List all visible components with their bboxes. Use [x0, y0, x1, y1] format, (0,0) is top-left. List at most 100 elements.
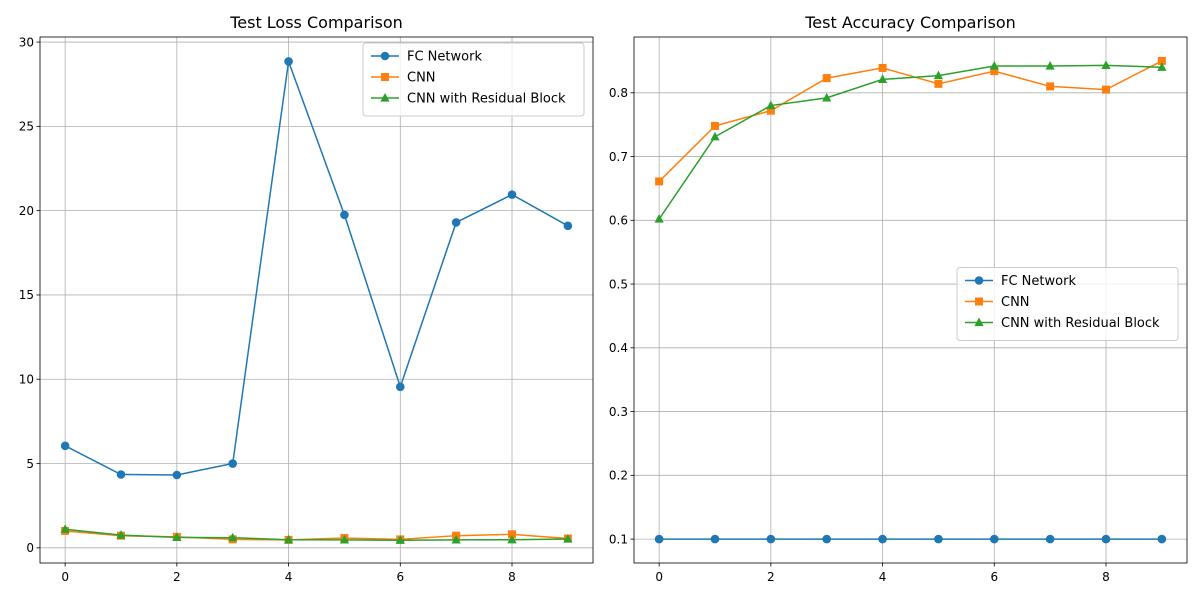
accuracy-data-point: [878, 63, 887, 72]
accuracy-data-point: [989, 61, 999, 70]
loss-x-axis: 0 2 4 6 8: [61, 563, 516, 584]
loss-data-point: [284, 57, 293, 66]
loss-data-point: [395, 535, 405, 544]
accuracy-data-point: [655, 177, 664, 186]
accuracy-data-point: [878, 534, 887, 544]
accuracy-legend-label: FC Network: [1001, 274, 1076, 289]
loss-x-tick-label: 6: [396, 570, 404, 584]
accuracy-data-point: [1045, 534, 1055, 544]
accuracy-legend-item: FC Network: [965, 274, 1076, 289]
accuracy-data-point: [933, 70, 944, 80]
loss-data-point: [172, 470, 182, 480]
loss-grid: [40, 37, 593, 563]
accuracy-y-tick-label: 0.3: [609, 405, 628, 419]
accuracy-y-axis: 0.1 0.2 0.3 0.4 0.5 0.6 0.7 0.8: [609, 86, 634, 546]
accuracy-data-point: [822, 92, 832, 102]
loss-data-point: [228, 532, 238, 542]
loss-data-point: [507, 534, 517, 544]
accuracy-data-point: [1157, 62, 1167, 71]
loss-data-point: [116, 470, 126, 479]
accuracy-data-point: [710, 534, 720, 544]
loss-legend-marker: [380, 93, 390, 102]
accuracy-data-point: [766, 106, 775, 115]
accuracy-y-tick-label: 0.6: [609, 214, 628, 228]
loss-data-point: [60, 441, 70, 451]
accuracy-data-point: [1101, 534, 1111, 544]
loss-x-tick-label: 0: [61, 570, 69, 584]
accuracy-data-point: [822, 534, 832, 544]
loss-y-tick-label: 5: [26, 457, 34, 471]
accuracy-y-tick-label: 0.1: [609, 532, 628, 546]
accuracy-series-1: [654, 534, 1167, 544]
accuracy-y-tick-label: 0.8: [609, 86, 628, 100]
accuracy-axes-frame: [633, 36, 1188, 564]
loss-data-point: [563, 221, 573, 231]
loss-data-point: [172, 532, 182, 541]
loss-axes-frame: [39, 36, 594, 564]
loss-y-tick-label: 30: [19, 35, 34, 49]
loss-legend: FC Network CNN CNN with Residual Block: [362, 42, 585, 117]
accuracy-legend-item: CNN with Residual Block: [965, 316, 1160, 331]
accuracy-data-point: [1102, 85, 1111, 94]
loss-y-tick-label: 20: [19, 204, 34, 218]
accuracy-legend-marker: [975, 297, 983, 306]
accuracy-x-tick-label: 6: [990, 570, 998, 584]
loss-legend-frame: [362, 42, 585, 117]
accuracy-legend-label: CNN: [1001, 295, 1030, 310]
loss-data-point: [340, 210, 349, 220]
accuracy-legend-marker: [974, 276, 984, 285]
accuracy-x-axis: 0 2 4 6 8: [655, 563, 1110, 584]
loss-chart: Test Loss Comparison 0 2 4 6 8 0 5 10 15 20 25 30 FC…: [19, 13, 594, 584]
accuracy-x-tick-label: 0: [655, 570, 663, 584]
loss-data-point: [507, 190, 517, 199]
loss-series-1: [60, 57, 573, 480]
accuracy-y-tick-label: 0.7: [609, 150, 628, 164]
loss-data-point: [508, 530, 517, 539]
loss-legend-label: FC Network: [407, 50, 482, 65]
loss-series-line: [64, 61, 569, 476]
loss-legend-label: CNN: [407, 71, 436, 86]
accuracy-y-tick-label: 0.5: [609, 277, 628, 291]
loss-data-point: [283, 534, 294, 544]
accuracy-data-point: [1157, 534, 1167, 544]
accuracy-series-line: [658, 64, 1162, 220]
loss-data-point: [451, 218, 461, 227]
loss-data-point: [395, 382, 405, 392]
accuracy-chart: Test Accuracy Comparison 0 2 4 6 80.10.20.30…: [609, 13, 1188, 584]
accuracy-series-2: [655, 56, 1166, 186]
loss-x-tick-label: 4: [285, 570, 293, 584]
loss-data-point: [116, 530, 126, 539]
loss-y-tick-label: 25: [19, 120, 34, 134]
loss-legend-marker: [381, 73, 389, 81]
loss-legend-marker: [380, 51, 390, 61]
loss-legend-item: CNN with Residual Block: [371, 92, 566, 107]
accuracy-chart-title: Test Accuracy Comparison: [804, 13, 1016, 32]
loss-y-tick-label: 15: [19, 288, 34, 302]
accuracy-series-line: [658, 60, 1163, 182]
loss-series-line: [65, 528, 568, 541]
accuracy-x-tick-label: 8: [1102, 570, 1110, 584]
accuracy-data-point: [1046, 82, 1055, 91]
loss-data-point: [451, 534, 461, 544]
accuracy-legend-frame: [956, 267, 1179, 341]
loss-x-tick-label: 8: [508, 570, 516, 584]
accuracy-data-point: [1157, 56, 1166, 65]
accuracy-data-point: [934, 79, 943, 88]
loss-y-tick-label: 0: [26, 541, 34, 555]
accuracy-legend: FC Network CNN CNN with Residual Block: [956, 267, 1179, 341]
loss-data-point: [339, 534, 350, 544]
loss-data-point: [563, 534, 573, 543]
loss-y-tick-label: 10: [19, 373, 34, 387]
loss-series-3: [60, 524, 573, 544]
accuracy-data-point: [934, 534, 943, 544]
accuracy-data-point: [710, 121, 719, 130]
accuracy-data-point: [766, 534, 776, 544]
accuracy-data-point: [989, 534, 999, 544]
loss-legend-label: CNN with Residual Block: [407, 92, 566, 107]
loss-x-tick-label: 2: [173, 570, 181, 584]
loss-data-point: [228, 459, 238, 468]
accuracy-data-point: [654, 214, 664, 223]
accuracy-data-point: [710, 131, 720, 141]
accuracy-legend-marker: [974, 317, 984, 327]
loss-chart-title: Test Loss Comparison: [229, 13, 403, 32]
